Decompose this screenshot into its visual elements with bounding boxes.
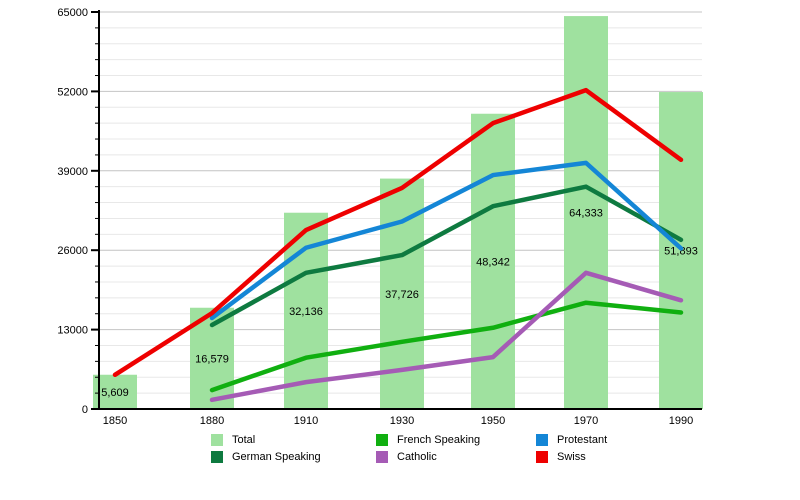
protestant-swatch bbox=[536, 433, 548, 446]
x-tick-label: 1950 bbox=[481, 415, 505, 427]
population-chart: 5,609 16,579 32,136 37,726 48,342 64,333 51,89… bbox=[57, 7, 703, 427]
legend-item-catholic: Catholic bbox=[376, 448, 536, 465]
legend-item-german-speaking: German Speaking bbox=[211, 448, 376, 465]
legend-label: German Speaking bbox=[232, 450, 321, 463]
total-swatch bbox=[211, 433, 223, 446]
legend-label: Protestant bbox=[557, 433, 608, 446]
y-tick-label: 65000 bbox=[57, 7, 88, 19]
x-tick-label: 1880 bbox=[200, 415, 224, 427]
series-line-swiss bbox=[112, 87, 684, 378]
y-tick-label: 52000 bbox=[57, 86, 88, 98]
chart-legend: Total French Speaking Protestant German … bbox=[211, 431, 706, 465]
catholic-swatch bbox=[376, 450, 388, 463]
bar-value-label: 16,579 bbox=[195, 353, 229, 365]
legend-item-swiss: Swiss bbox=[536, 448, 706, 465]
bar-value-label: 64,333 bbox=[569, 208, 603, 220]
x-tick-label: 1910 bbox=[294, 415, 318, 427]
series-line-german-speaking bbox=[209, 184, 684, 328]
y-tick-label: 13000 bbox=[57, 325, 88, 337]
y-tick-label: 26000 bbox=[57, 245, 88, 257]
legend-label: Catholic bbox=[397, 450, 437, 463]
y-tick-label: 39000 bbox=[57, 166, 88, 178]
x-tick-label: 1850 bbox=[103, 415, 127, 427]
x-tick-label: 1930 bbox=[390, 415, 414, 427]
legend-label: French Speaking bbox=[397, 433, 481, 446]
series-line-french-speaking bbox=[209, 300, 684, 393]
legend-item-protestant: Protestant bbox=[536, 431, 706, 448]
legend-item-french-speaking: French Speaking bbox=[376, 431, 536, 448]
legend-label: Swiss bbox=[557, 450, 586, 463]
german-speaking-swatch bbox=[211, 450, 223, 463]
swiss-swatch bbox=[536, 450, 548, 463]
series-line-catholic bbox=[209, 270, 684, 403]
french-speaking-swatch bbox=[376, 433, 388, 446]
bar-value-label: 5,609 bbox=[101, 387, 129, 399]
y-tick-label: 0 bbox=[82, 404, 88, 416]
total-bar bbox=[93, 374, 137, 409]
x-tick-label: 1970 bbox=[574, 415, 598, 427]
series-line-protestant bbox=[209, 160, 684, 321]
bar-value-label: 37,726 bbox=[385, 289, 419, 301]
total-bar bbox=[564, 16, 608, 410]
bar-value-label: 51,893 bbox=[664, 246, 698, 258]
bar-value-label: 48,342 bbox=[476, 256, 510, 268]
bar-value-label: 32,136 bbox=[289, 306, 323, 318]
x-tick-label: 1990 bbox=[669, 415, 693, 427]
legend-item-total: Total bbox=[211, 431, 376, 448]
legend-label: Total bbox=[232, 433, 256, 446]
